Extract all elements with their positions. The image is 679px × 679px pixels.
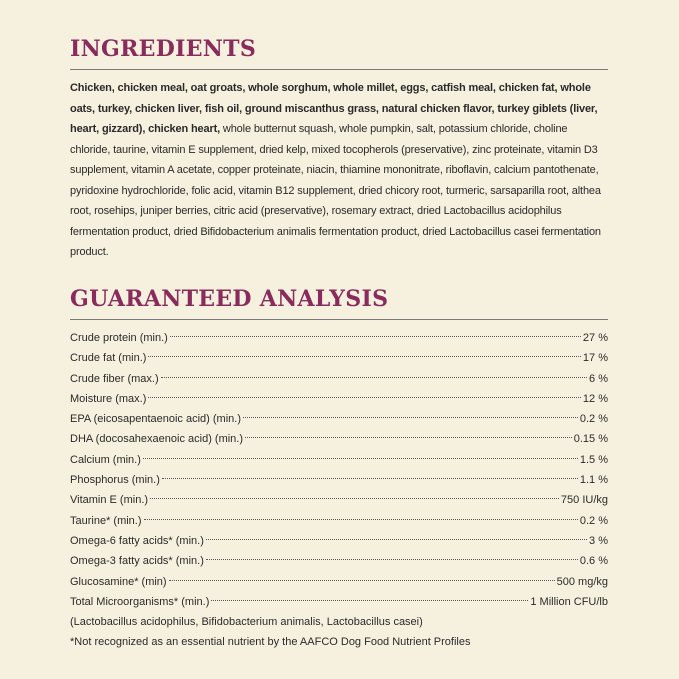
analysis-row: DHA (docosahexaenoic acid) (min.) 0.15 % xyxy=(70,429,608,449)
nutrient-value: 0.6 % xyxy=(579,555,608,568)
analysis-section: GUARANTEED ANALYSIS Crude protein (min.)… xyxy=(70,286,608,653)
nutrient-value: 500 mg/kg xyxy=(556,575,608,588)
analysis-row: EPA (eicosapentaenoic acid) (min.) 0.2 % xyxy=(70,409,608,429)
analysis-row: Crude protein (min.) 27 % xyxy=(70,328,608,348)
analysis-row: Phosphorus (min.) 1.1 % xyxy=(70,470,608,490)
nutrient-value: 1.5 % xyxy=(579,453,608,466)
nutrient-label: Total Microorganisms* (min.) xyxy=(70,595,210,608)
dot-leader xyxy=(243,417,578,419)
nutrient-label: Glucosamine* (min) xyxy=(70,575,167,588)
nutrient-label: Omega-3 fatty acids* (min.) xyxy=(70,555,204,568)
nutrient-label: Crude fat (min.) xyxy=(70,352,147,365)
dot-leader xyxy=(211,599,529,601)
analysis-row: Crude fat (min.) 17 % xyxy=(70,348,608,368)
ingredients-text: Chicken, chicken meal, oat groats, whole… xyxy=(70,78,608,263)
nutrient-value: 0.2 % xyxy=(579,514,608,527)
analysis-row: Omega-3 fatty acids* (min.) 0.6 % xyxy=(70,551,608,571)
analysis-row: Taurine* (min.) 0.2 % xyxy=(70,511,608,531)
nutrient-value: 3 % xyxy=(589,534,608,547)
dot-leader xyxy=(161,478,578,480)
dot-leader xyxy=(205,538,588,540)
nutrient-label: Vitamin E (min.) xyxy=(70,494,149,507)
nutrient-label: DHA (docosahexaenoic acid) (min.) xyxy=(70,433,244,446)
rule xyxy=(70,69,608,70)
nutrient-value: 0.2 % xyxy=(579,413,608,426)
footnote: (Lactobacillus acidophilus, Bifidobacter… xyxy=(70,616,423,629)
nutrient-label: Moisture (max.) xyxy=(70,392,147,405)
nutrient-value: 1 Million CFU/lb xyxy=(530,595,608,608)
analysis-row: Calcium (min.) 1.5 % xyxy=(70,450,608,470)
dot-leader xyxy=(205,559,578,561)
nutrient-label: Taurine* (min.) xyxy=(70,514,142,527)
dot-leader xyxy=(142,457,578,459)
analysis-row: Moisture (max.) 12 % xyxy=(70,389,608,409)
rule xyxy=(70,319,608,320)
nutrient-label: Omega-6 fatty acids* (min.) xyxy=(70,534,204,547)
bold-ingredients: Chicken, chicken meal, oat groats, whole… xyxy=(70,82,598,135)
dot-leader xyxy=(245,437,572,439)
dot-leader xyxy=(160,376,588,378)
dot-leader xyxy=(148,396,581,398)
nutrient-label: Crude protein (min.) xyxy=(70,332,168,344)
analysis-row: Omega-6 fatty acids* (min.) 3 % xyxy=(70,531,608,551)
analysis-row: Vitamin E (min.) 750 IU/kg xyxy=(70,490,608,510)
nutrient-value: 27 % xyxy=(582,332,608,344)
analysis-row: Glucosamine* (min) 500 mg/kg xyxy=(70,572,608,592)
nutrient-label: Crude fiber (max.) xyxy=(70,372,159,385)
nutrient-label: EPA (eicosapentaenoic acid) (min.) xyxy=(70,413,241,426)
ingredients-section: INGREDIENTS Chicken, chicken meal, oat g… xyxy=(70,36,608,263)
nutrient-label: Calcium (min.) xyxy=(70,453,141,466)
dot-leader xyxy=(150,498,559,500)
dot-leader xyxy=(143,518,578,520)
analysis-row: Total Microorganisms* (min.) 1 Million CF… xyxy=(70,592,608,612)
nutrient-label: Phosphorus (min.) xyxy=(70,474,160,487)
nutrient-value: 0.15 % xyxy=(573,433,608,446)
section-title: INGREDIENTS xyxy=(70,36,257,62)
nutrient-value: 6 % xyxy=(589,372,608,385)
nutrient-value: 17 % xyxy=(582,352,608,365)
footnote: *Not recognized as an essential nutrient… xyxy=(70,636,471,649)
analysis-table: Crude protein (min.) 27 % Crude fat (min.)… xyxy=(70,328,608,653)
section-title: GUARANTEED ANALYSIS xyxy=(70,286,389,312)
ingredients-rest: whole butternut squash, whole pumpkin, s… xyxy=(70,123,601,258)
nutrient-value: 750 IU/kg xyxy=(560,494,608,507)
dot-leader xyxy=(148,356,581,358)
nutrient-value: 12 % xyxy=(582,392,608,405)
nutrient-value: 1.1 % xyxy=(579,474,608,487)
analysis-row: Crude fiber (max.) 6 % xyxy=(70,369,608,389)
dot-leader xyxy=(169,336,581,337)
dot-leader xyxy=(168,579,555,581)
